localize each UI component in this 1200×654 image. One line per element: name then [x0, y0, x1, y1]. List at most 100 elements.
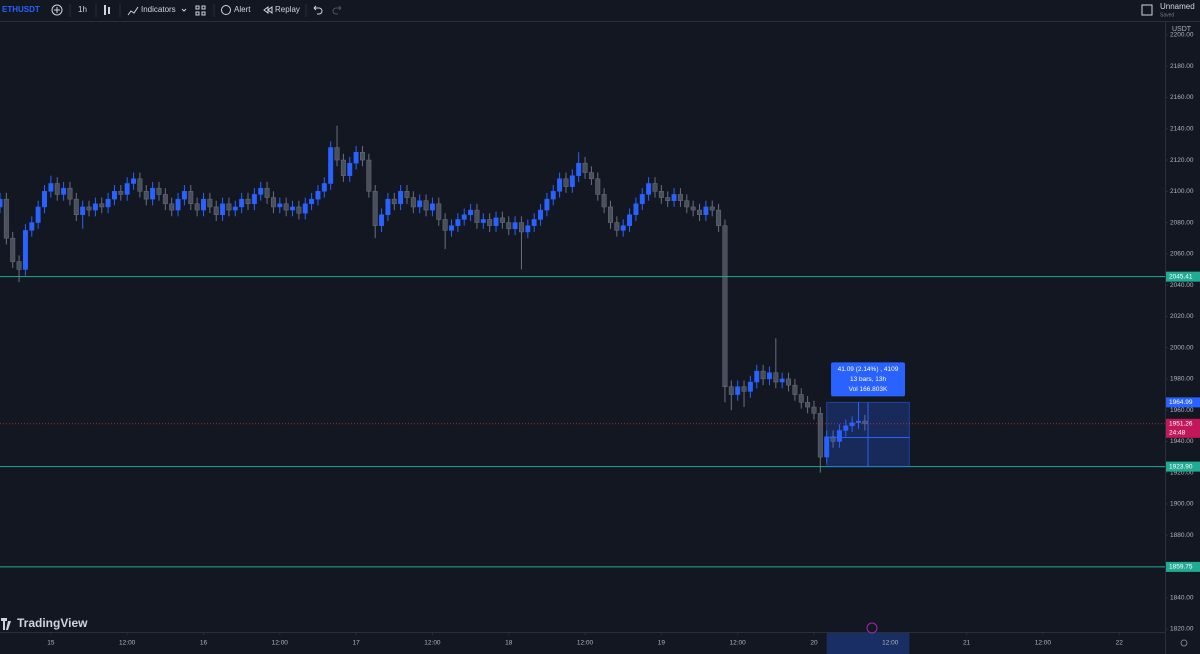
- candle-body: [512, 222, 518, 230]
- level-price-label: 1859.75: [1169, 564, 1193, 571]
- candle-body: [143, 191, 149, 200]
- candle-body: [309, 198, 315, 205]
- x-tick-label: 12:00: [1035, 640, 1052, 647]
- candle-body: [493, 217, 499, 226]
- candle-body: [398, 191, 404, 205]
- indicators-icon[interactable]: [127, 6, 139, 16]
- candle-body: [67, 187, 73, 200]
- measure-tooltip: [831, 362, 906, 397]
- candle-body: [525, 225, 531, 233]
- candle-body: [169, 203, 175, 211]
- chart-type-icon[interactable]: [104, 5, 110, 15]
- candle-body: [315, 191, 321, 200]
- candle-body: [665, 197, 671, 201]
- x-tick-label: 18: [505, 640, 513, 647]
- x-tick-label: 17: [352, 640, 360, 647]
- y-tick-label: 2100.00: [1170, 188, 1194, 195]
- candle-body: [716, 209, 722, 226]
- undo-button[interactable]: [313, 5, 323, 15]
- candle-body: [321, 183, 327, 192]
- redo-button[interactable]: [332, 5, 342, 15]
- interval[interactable]: 1h: [78, 5, 87, 14]
- candle-body: [162, 194, 168, 205]
- candle-body: [684, 200, 690, 208]
- time-range-highlight: [826, 633, 910, 654]
- candle-body: [843, 425, 849, 431]
- candle-body: [118, 191, 124, 195]
- candle-body: [538, 209, 544, 220]
- y-tick-label: 2080.00: [1170, 219, 1194, 226]
- add-symbol-plus: [54, 7, 60, 13]
- candle-body: [347, 162, 353, 176]
- candle-body: [480, 219, 486, 223]
- candle-body: [550, 191, 556, 200]
- candle-body: [99, 203, 105, 208]
- candle-body: [207, 198, 213, 208]
- candle-body: [773, 372, 779, 383]
- alert-button[interactable]: Alert: [234, 5, 251, 14]
- x-tick-label: 21: [963, 640, 971, 647]
- candle-body: [201, 198, 206, 211]
- add-symbol-icon[interactable]: [51, 4, 63, 16]
- templates-icon[interactable]: [195, 5, 206, 16]
- x-tick-label: 20: [810, 640, 818, 647]
- y-tick-label: 2140.00: [1170, 125, 1194, 132]
- indicators-dropdown[interactable]: [181, 8, 187, 12]
- candle-body: [73, 198, 79, 216]
- layout-icon[interactable]: [1141, 4, 1153, 16]
- candle-body: [131, 178, 137, 184]
- candle-body: [468, 209, 474, 216]
- candle-body: [417, 200, 423, 208]
- candle-body: [42, 191, 47, 208]
- y-tick-label: 1820.00: [1170, 626, 1194, 633]
- candle-body: [576, 162, 582, 176]
- candle-body: [429, 203, 435, 211]
- candle-body: [188, 191, 194, 205]
- candle-body: [658, 191, 664, 198]
- currency[interactable]: USDT: [1172, 26, 1192, 33]
- level-price-tag: [1166, 461, 1200, 472]
- replay-button[interactable]: Replay: [275, 5, 300, 14]
- x-tick-label: 12:00: [577, 640, 594, 647]
- candle-body: [239, 198, 245, 208]
- replay-icon[interactable]: [263, 6, 273, 14]
- candle-body: [836, 430, 842, 442]
- candle-body: [506, 222, 512, 230]
- candle-body: [499, 217, 505, 223]
- candle-body: [582, 162, 588, 173]
- symbol[interactable]: ETHUSDT: [2, 5, 40, 14]
- candle-body: [690, 206, 696, 211]
- candle-body: [86, 206, 92, 211]
- candle-body: [150, 187, 156, 200]
- candle-body: [423, 200, 429, 211]
- toolbar: [0, 0, 1200, 21]
- candle-body: [251, 194, 257, 205]
- candle-body: [633, 203, 639, 216]
- candle-body: [404, 191, 410, 198]
- measure-price-tag: [1166, 397, 1200, 408]
- indicators-button[interactable]: Indicators: [141, 5, 176, 14]
- candle-body: [614, 222, 620, 231]
- alert-icon[interactable]: [221, 5, 231, 15]
- candle-body: [105, 198, 111, 208]
- current-price-label: 1951.26: [1169, 421, 1193, 428]
- layout-name[interactable]: Unnamed: [1160, 2, 1195, 11]
- candle-body: [518, 222, 524, 233]
- candle-body: [353, 151, 359, 164]
- y-tick-label: 1960.00: [1170, 407, 1194, 414]
- candle-body: [175, 198, 181, 211]
- candle-body: [817, 413, 823, 458]
- candle-body: [124, 183, 130, 195]
- candle-body: [283, 203, 289, 211]
- candle-body: [455, 219, 461, 226]
- events-icon[interactable]: [866, 622, 878, 634]
- candle-body: [830, 436, 836, 442]
- settings-icon[interactable]: [1180, 639, 1188, 647]
- candle-body: [557, 178, 563, 192]
- level-price-tag: [1166, 271, 1200, 282]
- bar-countdown: 24:48: [1169, 430, 1186, 437]
- candle-body: [264, 187, 270, 198]
- y-tick-label: 1880.00: [1170, 532, 1194, 539]
- measure-tooltip-line: Vol 166.803K: [849, 386, 888, 393]
- candle-body: [608, 206, 613, 223]
